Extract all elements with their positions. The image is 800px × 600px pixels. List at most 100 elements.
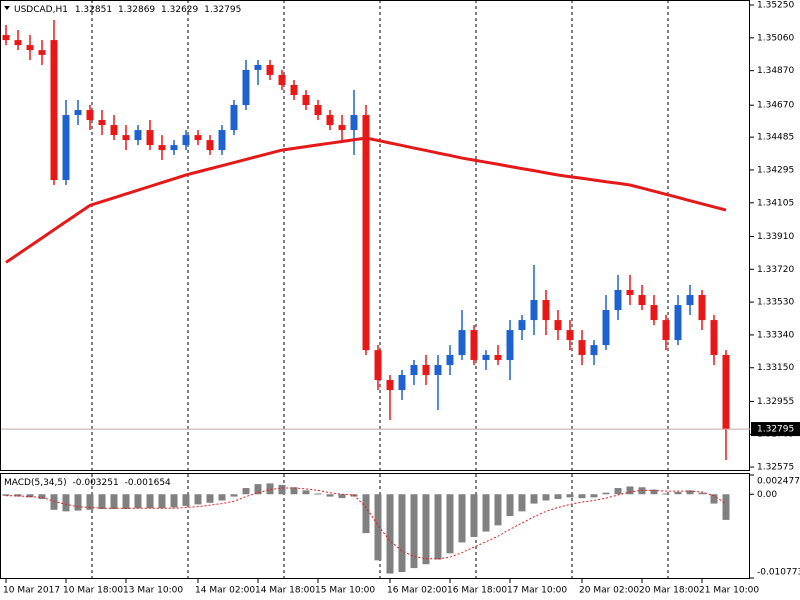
- macd-bar: [290, 487, 298, 495]
- header-open: 1.32851: [75, 5, 112, 15]
- candle-body: [86, 110, 94, 121]
- x-tick-label: 13 Mar 10:00: [123, 586, 183, 596]
- candle-body: [206, 140, 214, 151]
- macd-bar: [470, 494, 478, 538]
- macd-bar: [530, 494, 538, 504]
- y-tick-label: 1.35060: [757, 33, 794, 43]
- candle-body: [386, 380, 394, 391]
- y-tick-label: 1.33340: [757, 330, 794, 340]
- candle-body: [254, 64, 262, 70]
- candle-body: [26, 45, 34, 51]
- signal-line: [6, 487, 727, 560]
- macd-main: -0.003251: [73, 478, 119, 488]
- candle-body: [674, 305, 682, 341]
- macd-bar: [254, 484, 262, 495]
- y-tick-label: 1.33530: [757, 298, 794, 308]
- candle-body: [398, 374, 406, 391]
- candle-body: [338, 125, 346, 131]
- x-tick-label: 10 Mar 18:00: [63, 586, 123, 596]
- candle-body: [38, 50, 46, 55]
- moving-average: [5, 136, 727, 264]
- candle-body: [134, 130, 142, 141]
- macd-bar: [398, 494, 406, 572]
- macd-bar: [458, 494, 466, 543]
- macd-bar: [26, 494, 34, 498]
- macd-bar: [662, 493, 670, 495]
- macd-bar: [62, 494, 70, 512]
- candle-body: [446, 354, 454, 365]
- x-tick-label: 10 Mar 2017: [3, 586, 60, 596]
- macd-bar: [302, 490, 310, 495]
- candle-body: [614, 290, 622, 311]
- candle-body: [62, 115, 70, 180]
- x-tick-label: 14 Mar 02:00: [195, 586, 255, 596]
- macd-bar: [542, 494, 550, 501]
- macd-bar: [170, 494, 178, 508]
- macd-bar: [50, 494, 58, 510]
- y-tick-label: 1.34105: [757, 198, 794, 208]
- candle-body: [542, 300, 550, 321]
- candle-body: [578, 340, 586, 355]
- candle-body: [374, 350, 382, 381]
- macd-bar: [494, 494, 502, 526]
- candle-body: [326, 115, 334, 126]
- header-close: 1.32795: [204, 5, 241, 15]
- symbol: USDCAD,H1: [14, 5, 68, 15]
- macd-bar: [578, 494, 586, 499]
- candle-body: [314, 105, 322, 116]
- macd-bar: [278, 484, 286, 495]
- candle-body: [434, 364, 442, 375]
- macd-bar: [194, 494, 202, 505]
- macd-bar: [38, 494, 46, 499]
- x-tick-label: 14 Mar 18:00: [255, 586, 315, 596]
- macd-bar: [110, 494, 118, 510]
- candle-body: [530, 300, 538, 321]
- candle-body: [242, 69, 250, 106]
- candle-body: [518, 320, 526, 331]
- candle-body: [110, 125, 118, 136]
- macd-bar: [362, 494, 370, 534]
- candle-body: [410, 364, 418, 375]
- y-tick-label: 0.002477: [757, 477, 800, 487]
- candle-body: [122, 135, 130, 141]
- candle-body: [710, 320, 718, 355]
- current-price-label: 1.32795: [757, 425, 794, 435]
- macd-bar: [2, 494, 10, 496]
- candle-body: [422, 364, 430, 375]
- candle-body: [290, 84, 298, 96]
- candle-body: [602, 310, 610, 346]
- macd-signal: -0.001654: [125, 478, 171, 488]
- candle-body: [686, 295, 694, 306]
- macd-bar: [182, 494, 190, 506]
- header-low: 1.32629: [161, 5, 198, 15]
- macd-bar: [554, 494, 562, 499]
- candle-body: [2, 35, 10, 41]
- candle-body: [146, 130, 154, 146]
- macd-bar: [206, 494, 214, 503]
- candle-body: [698, 295, 706, 321]
- candle-body: [170, 145, 178, 151]
- y-tick-label: 1.34295: [757, 165, 794, 175]
- candle-body: [458, 330, 466, 355]
- macd-bar: [602, 492, 610, 495]
- macd-bar: [710, 494, 718, 504]
- y-tick-label: 1.35250: [757, 1, 794, 11]
- candle-body: [278, 74, 286, 85]
- macd-bar: [98, 494, 106, 510]
- x-tick-label: 16 Mar 02:00: [387, 586, 447, 596]
- macd-bar: [266, 483, 274, 495]
- macd-bar: [482, 494, 490, 532]
- candle-body: [230, 105, 238, 131]
- candle-body: [74, 110, 82, 116]
- x-tick-label: 16 Mar 18:00: [447, 586, 507, 596]
- macd-bar: [422, 494, 430, 565]
- macd-bar: [218, 494, 226, 501]
- menu-triangle[interactable]: [4, 6, 10, 10]
- candle-body: [590, 345, 598, 355]
- header-high: 1.32869: [118, 5, 155, 15]
- candle-body: [14, 40, 22, 46]
- macd-title: MACD(5,34,5): [4, 478, 67, 488]
- candle-body: [650, 305, 658, 321]
